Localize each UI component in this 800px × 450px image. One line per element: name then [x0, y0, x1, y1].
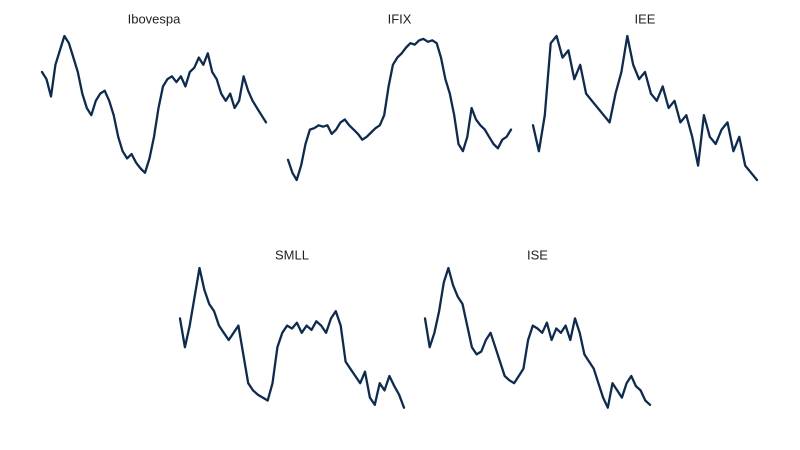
line [531, 34, 759, 182]
line [178, 266, 406, 409]
chart-title: SMLL [275, 247, 309, 262]
line [40, 34, 268, 174]
chart-title: IFIX [388, 11, 412, 26]
chart-title: IEE [635, 11, 656, 26]
line [286, 37, 513, 182]
line [423, 266, 652, 409]
chart-title: Ibovespa [128, 11, 182, 26]
chart-title: ISE [527, 247, 548, 262]
